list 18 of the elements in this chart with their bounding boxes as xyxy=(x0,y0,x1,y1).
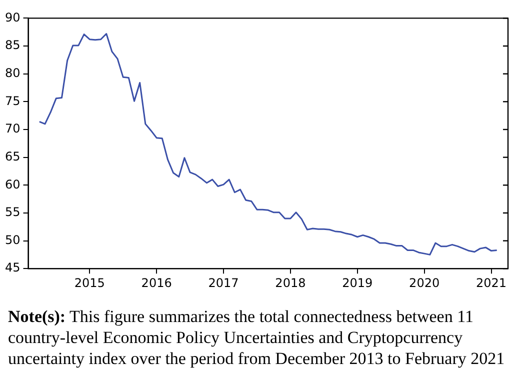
y-tick-label: 60 xyxy=(4,177,20,192)
text: Note(s): This figure summarizes the total connectedness between 11 country-level Economic Policy Uncertainties and Cryptopcurrency uncertainty index over the period from December 2013 to February 2021 xyxy=(8,307,505,368)
y-tick-label: 80 xyxy=(4,66,20,80)
x-tick-label: 2020 xyxy=(409,276,440,290)
x-tick-label: 2021 xyxy=(476,276,507,290)
y-tick-label: 70 xyxy=(4,122,20,136)
x-tick-label: 2015 xyxy=(74,276,105,290)
x-tick-label: 2019 xyxy=(342,276,373,290)
y-tick-label: 85 xyxy=(4,38,20,52)
x-tick-label: 2016 xyxy=(141,276,172,290)
y-tick-label: 75 xyxy=(4,94,20,108)
x-tick-label: 2017 xyxy=(208,276,239,290)
x-tick-label: 2018 xyxy=(275,276,306,290)
y-tick-label: 90 xyxy=(4,10,20,24)
y-tick-label: 65 xyxy=(4,149,20,164)
y-tick-label: 55 xyxy=(4,205,20,220)
y-tick-label: 45 xyxy=(4,260,20,275)
y-tick-label: 50 xyxy=(4,232,20,247)
